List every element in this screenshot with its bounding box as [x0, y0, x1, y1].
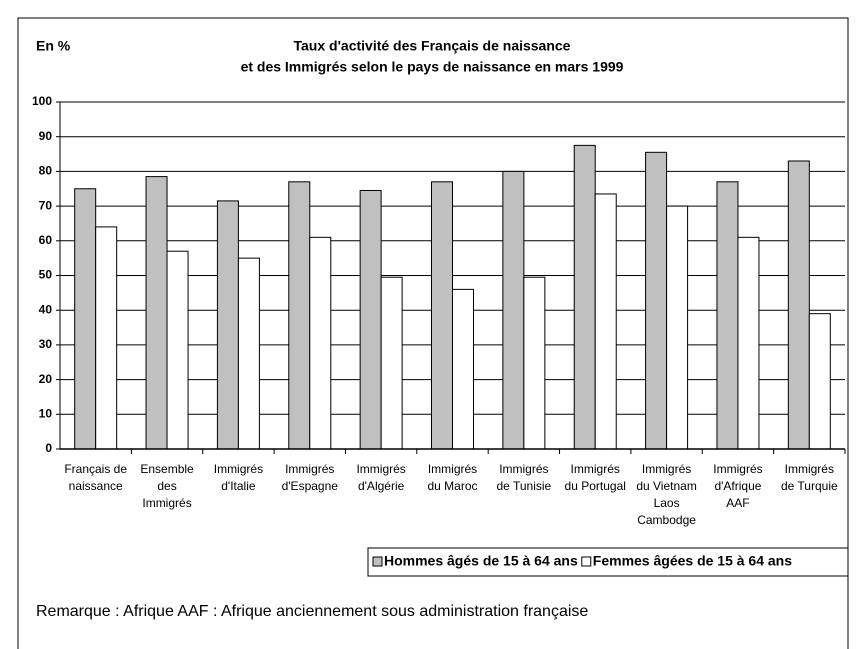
x-tick-label: d'Espagne	[282, 479, 339, 493]
y-tick-label: 100	[32, 94, 52, 108]
x-tick-label: Immigrés	[499, 462, 548, 476]
bar	[502, 170, 525, 450]
legend-box	[367, 547, 849, 577]
bar	[380, 276, 403, 450]
legend-swatch	[372, 556, 383, 567]
x-tick-label: Ensemble	[140, 462, 194, 476]
x-tick-label: de Turquie	[781, 479, 838, 493]
x-tick-label: d'Afrique	[714, 479, 761, 493]
chart-title: Taux d'activité des Français de naissanc…	[294, 38, 571, 54]
x-tick-label: du Vietnam	[636, 479, 697, 493]
bar	[666, 205, 689, 450]
y-tick-label: 0	[45, 441, 52, 455]
x-tick-label: Immigrés	[642, 462, 691, 476]
y-tick-label: 90	[39, 129, 53, 143]
bar	[74, 188, 97, 450]
bar	[309, 236, 332, 450]
x-tick-label: Laos	[654, 496, 680, 510]
legend-label: Hommes âgés de 15 à 64 ans	[384, 553, 578, 569]
x-tick-label: d'Italie	[221, 479, 256, 493]
unit-label: En %	[36, 38, 71, 54]
bar	[237, 257, 260, 450]
note: Remarque : Afrique AAF : Afrique ancienn…	[36, 603, 588, 620]
y-tick-label: 70	[39, 198, 53, 212]
y-tick-label: 50	[39, 268, 53, 282]
x-tick-label: Immigrés	[142, 496, 191, 510]
x-tick-label: du Portugal	[565, 479, 626, 493]
legend-swatch	[581, 556, 592, 567]
bar	[645, 151, 668, 450]
x-tick-label: Immigrés	[571, 462, 620, 476]
x-tick-label: Immigrés	[428, 462, 477, 476]
x-tick-label: Français de	[64, 462, 127, 476]
bar	[145, 176, 168, 450]
x-tick-label: des	[157, 479, 176, 493]
x-tick-label: de Tunisie	[497, 479, 552, 493]
bar	[288, 181, 311, 450]
x-tick-label: Cambodge	[637, 513, 696, 527]
bar	[216, 200, 239, 450]
x-tick-label: Immigrés	[356, 462, 405, 476]
bar	[787, 160, 810, 450]
bar	[452, 288, 474, 450]
legend-label: Femmes âgées de 15 à 64 ans	[593, 553, 792, 569]
y-tick-label: 60	[39, 233, 53, 247]
bar	[573, 144, 596, 450]
x-tick-label: Immigrés	[785, 462, 834, 476]
x-tick-label: d'Algérie	[358, 479, 405, 493]
bar	[95, 226, 118, 450]
x-tick-label: AAF	[726, 496, 749, 510]
bar	[737, 236, 760, 450]
y-tick-label: 10	[39, 406, 53, 420]
bar	[808, 313, 831, 450]
x-tick-label: Immigrés	[713, 462, 762, 476]
x-tick-label: Immigrés	[214, 462, 263, 476]
y-tick-label: 80	[39, 164, 53, 178]
frame	[17, 17, 849, 649]
bar	[359, 189, 382, 450]
x-tick-label: du Maroc	[427, 479, 477, 493]
x-tick-label: naissance	[69, 479, 123, 493]
bar	[716, 181, 739, 450]
y-tick-label: 40	[39, 302, 53, 316]
y-tick-label: 20	[39, 372, 53, 386]
bar	[523, 276, 546, 450]
chart-title: et des Immigrés selon le pays de naissan…	[241, 59, 624, 75]
x-tick-label: Immigrés	[285, 462, 334, 476]
y-tick-label: 30	[39, 337, 53, 351]
bar	[594, 193, 617, 450]
bar	[166, 250, 189, 450]
bar	[431, 181, 453, 450]
